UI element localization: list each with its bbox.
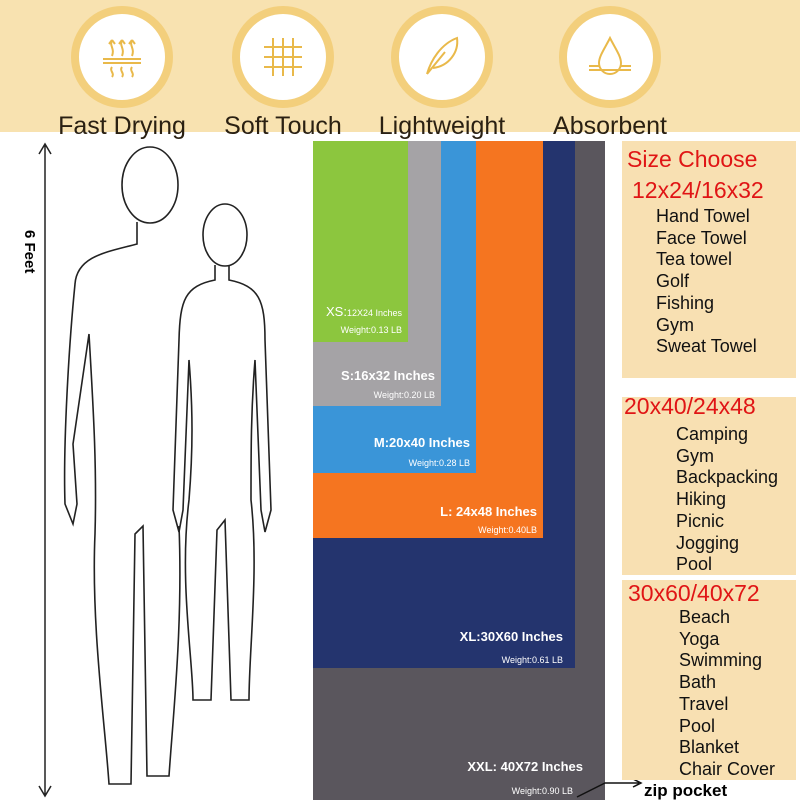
use-case-item: Bath — [679, 672, 717, 693]
panel-title: Size Choose — [627, 146, 758, 172]
feature-label: Fast Drying — [58, 112, 186, 140]
panel-small-sizes: Size Choose 12x24/16x32 Hand Towel Face T… — [622, 141, 796, 378]
feature-label: Lightweight — [378, 112, 506, 140]
height-label: 6 Feet — [21, 230, 38, 274]
feature-lightweight: Lightweight — [357, 0, 527, 141]
size-weight: Weight:0.40LB — [478, 525, 537, 535]
feather-icon — [426, 36, 459, 75]
zip-pocket-arrow — [576, 778, 643, 798]
panel-medium-sizes: 20x40/24x48 Camping Gym Backpacking Hiking P… — [622, 393, 796, 575]
heat-waves-icon — [103, 39, 141, 78]
size-name: S: — [341, 368, 355, 383]
use-case-item: Fishing — [656, 292, 715, 313]
size-weight: Weight:0.28 LB — [408, 458, 470, 468]
use-case-item: Pool — [676, 554, 713, 575]
use-case-item: Camping — [676, 424, 749, 444]
size-dims: 24x48 Inches — [452, 504, 537, 519]
use-case-item: Chair Cover — [679, 758, 776, 779]
zip-pocket-label: zip pocket — [644, 781, 728, 800]
height-arrow — [38, 142, 52, 798]
use-case-item: Yoga — [679, 628, 720, 649]
size-weight: Weight:0.61 LB — [501, 655, 563, 665]
size-name: XS: — [325, 304, 347, 319]
features-banner: Fast Drying Soft Touch Lightweight Absor… — [0, 0, 800, 140]
use-case-item: Tea towel — [656, 249, 733, 270]
use-case-item: Blanket — [679, 737, 740, 758]
size-dims: 40X72 Inches — [497, 759, 583, 774]
size-weight: Weight:0.13 LB — [340, 325, 402, 335]
size-weight: Weight:0.90 LB — [511, 786, 573, 796]
use-case-item: Beach — [679, 607, 731, 627]
fabric-weave-icon — [264, 38, 302, 76]
use-case-item: Travel — [679, 693, 729, 714]
use-case-item: Hiking — [676, 489, 727, 510]
use-case-item: Backpacking — [676, 467, 779, 488]
panel-subtitle: 20x40/24x48 — [624, 393, 756, 419]
use-case-item: Hand Towel — [656, 206, 750, 226]
size-name: L: — [440, 504, 453, 519]
feature-label: Absorbent — [553, 112, 667, 140]
size-weight: Weight:0.20 LB — [373, 390, 435, 400]
feature-soft-touch: Soft Touch — [198, 0, 368, 141]
size-dims: 20x40 Inches — [389, 435, 470, 450]
use-case-item: Gym — [676, 445, 714, 466]
human-silhouettes — [63, 146, 272, 785]
size-name: M: — [373, 435, 390, 450]
use-case-item: Pool — [679, 715, 716, 736]
use-case-item: Jogging — [676, 532, 740, 553]
size-dims: 16x32 Inches — [354, 368, 435, 383]
use-case-item: Gym — [656, 314, 694, 335]
size-dims: 30X60 Inches — [480, 629, 563, 644]
size-name: XL: — [459, 629, 481, 644]
size-dims: 12X24 Inches — [346, 308, 402, 318]
use-case-item: Golf — [656, 271, 690, 292]
use-case-item: Swimming — [679, 650, 763, 671]
feature-label: Soft Touch — [224, 112, 342, 140]
feature-absorbent: Absorbent — [525, 0, 695, 141]
water-drop-icon — [589, 35, 631, 75]
size-xs[interactable]: XS:12X24 Inches Weight:0.13 LB — [313, 141, 408, 342]
size-name: XXL: — [467, 759, 497, 774]
use-case-item: Sweat Towel — [656, 336, 757, 357]
use-case-item: Face Towel — [656, 227, 747, 248]
panel-large-sizes: 30x60/40x72 Beach Yoga Swimming Bath Travel P… — [622, 580, 796, 780]
panel-subtitle: 30x60/40x72 — [628, 580, 760, 606]
use-case-item: Picnic — [676, 510, 725, 531]
feature-fast-drying: Fast Drying — [37, 0, 207, 141]
panel-subtitle: 12x24/16x32 — [632, 177, 764, 203]
